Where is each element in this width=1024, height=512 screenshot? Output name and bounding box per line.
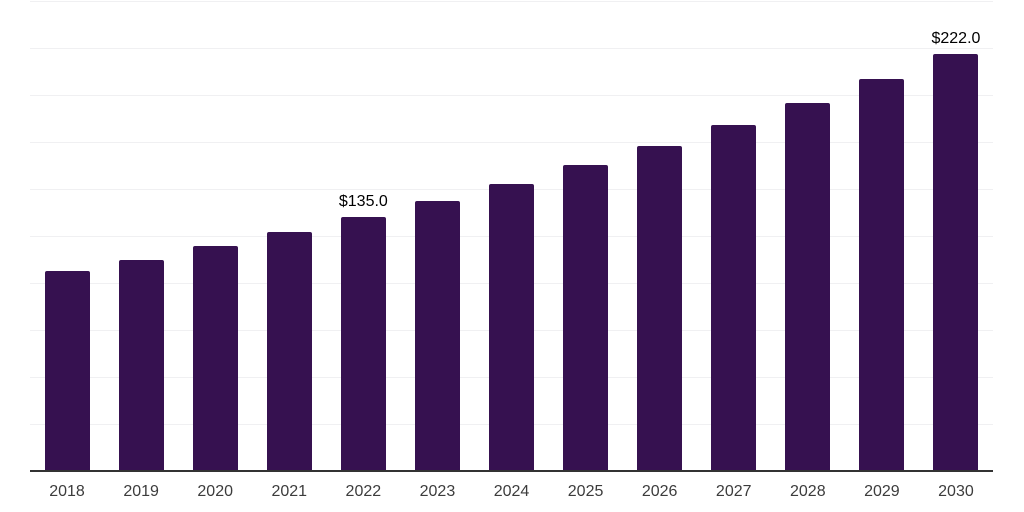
bar-2024 [489, 183, 534, 471]
bar-2019 [118, 259, 164, 471]
bar-2028 [785, 102, 831, 471]
x-tick-label-2027: 2027 [715, 483, 752, 500]
x-tick-label-2022: 2022 [345, 483, 382, 500]
bar-2027 [711, 124, 757, 471]
bar-2025 [563, 165, 609, 471]
bar-2029 [859, 78, 905, 471]
bar-2023 [414, 200, 460, 471]
bar-value-label-2022: $135.0 [338, 193, 388, 211]
gridline [30, 95, 993, 96]
x-axis-line [30, 470, 993, 472]
gridline [30, 142, 993, 143]
x-tick-label-2030: 2030 [938, 483, 974, 500]
bar-value-label-2030: $222.0 [931, 29, 981, 47]
x-tick-label-2026: 2026 [641, 483, 678, 500]
x-tick-label-2023: 2023 [419, 483, 456, 500]
x-tick-label-2025: 2025 [567, 483, 604, 500]
bar-2030 [933, 53, 979, 471]
plot-area: $135.0 $222.0 [30, 1, 993, 472]
x-tick-label-2021: 2021 [271, 483, 308, 500]
gridline [30, 48, 993, 49]
bar-2026 [637, 145, 683, 471]
gridline [30, 1, 993, 2]
bar-2021 [266, 232, 312, 471]
bar-2020 [192, 246, 238, 471]
x-tick-label-2028: 2028 [790, 483, 826, 500]
x-tick-label-2020: 2020 [197, 483, 233, 500]
x-tick-label-2029: 2029 [864, 483, 900, 500]
x-tick-label-2019: 2019 [123, 483, 159, 500]
x-tick-label-2024: 2024 [493, 483, 530, 500]
bar-2018 [44, 270, 90, 471]
x-tick-label-2018: 2018 [49, 483, 85, 500]
bar-2022 [340, 217, 386, 471]
